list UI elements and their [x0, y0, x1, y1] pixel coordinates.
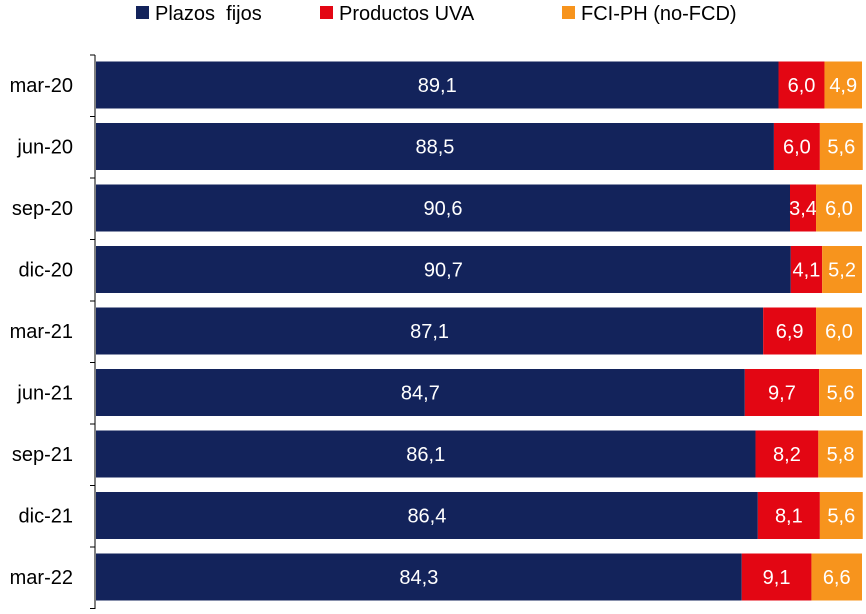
legend-label-1: Plazos fijos	[155, 3, 262, 25]
bar-segment-3	[819, 492, 863, 539]
data-label: 6,6	[823, 567, 851, 589]
data-label: 5,6	[827, 506, 855, 528]
data-label: 6,0	[788, 75, 816, 97]
category-label: dic-21	[19, 506, 73, 528]
bar-segment-2	[790, 246, 823, 293]
category-axis-ticks	[90, 54, 95, 609]
bar-segment-1	[96, 430, 756, 478]
data-label: 84,3	[399, 567, 438, 589]
bar-segment-1	[96, 61, 779, 109]
bar-segment-1	[96, 184, 790, 232]
category-labels: mar-20 jun-20 sep-20 dic-20 mar-21 jun-21 sep-…	[10, 75, 73, 589]
legend: Plazos fijos Productos UVA FCI-PH (no-FCD)	[136, 3, 737, 25]
data-label: 9,7	[768, 383, 796, 405]
bars: 89,1 6,0 4,9 88,5 6,0 5,6 90,6 3,4 6,0 90,7 4,1 5,2…	[96, 61, 863, 601]
bar-segment-1	[96, 553, 742, 601]
data-label: 6,9	[776, 321, 804, 343]
bar-segment-2	[773, 123, 820, 170]
data-label: 5,6	[827, 383, 855, 405]
legend-swatch-1	[136, 6, 149, 19]
bar-segment-1	[96, 123, 774, 170]
bar-segment-2	[757, 492, 820, 539]
data-label: 87,1	[410, 321, 449, 343]
data-label: 8,2	[773, 444, 801, 466]
bar-segment-2	[755, 430, 819, 478]
legend-label-3: FCI-PH (no-FCD)	[581, 3, 737, 25]
legend-label-2: Productos UVA	[339, 3, 475, 25]
bar-segment-2	[763, 307, 817, 355]
data-label: 6,0	[825, 198, 853, 220]
bar-segment-3	[816, 184, 862, 232]
data-label: 6,0	[825, 321, 853, 343]
legend-swatch-2	[320, 6, 333, 19]
bar-segment-3	[822, 246, 862, 293]
bar-segment-1	[96, 307, 764, 355]
data-label: 86,4	[407, 506, 446, 528]
data-label: 90,7	[424, 260, 463, 282]
category-label: dic-20	[19, 260, 73, 282]
category-label: sep-21	[12, 444, 73, 466]
data-label: 9,1	[763, 567, 791, 589]
bar-segment-1	[96, 246, 791, 293]
category-label: mar-21	[10, 321, 73, 343]
data-label: 90,6	[424, 198, 463, 220]
bar-segment-2	[778, 61, 825, 109]
data-label: 84,7	[401, 383, 440, 405]
legend-swatch-3	[562, 6, 575, 19]
data-label: 8,1	[775, 506, 803, 528]
data-label: 5,2	[828, 260, 856, 282]
bar-segment-3	[811, 553, 862, 601]
data-label: 3,4	[789, 198, 817, 220]
data-label: 5,8	[827, 444, 855, 466]
data-label: 88,5	[415, 137, 454, 159]
category-label: sep-20	[12, 198, 73, 220]
bar-segment-2	[744, 369, 820, 416]
bar-segment-3	[824, 61, 862, 109]
bar-segment-3	[816, 307, 862, 355]
bar-segment-1	[96, 492, 758, 539]
bar-segment-3	[819, 123, 863, 170]
data-label: 86,1	[406, 444, 445, 466]
data-label: 4,9	[829, 75, 857, 97]
bar-segment-3	[819, 369, 862, 416]
category-label: jun-20	[16, 137, 73, 159]
category-label: mar-22	[10, 567, 73, 589]
data-label: 89,1	[418, 75, 457, 97]
data-label: 5,6	[827, 137, 855, 159]
bar-segment-1	[96, 369, 745, 416]
bar-segment-2	[741, 553, 812, 601]
category-label: mar-20	[10, 75, 73, 97]
bar-segment-3	[818, 430, 863, 478]
category-label: jun-21	[16, 383, 73, 405]
bar-segment-2	[789, 184, 817, 232]
data-label: 4,1	[793, 260, 821, 282]
data-label: 6,0	[783, 137, 811, 159]
